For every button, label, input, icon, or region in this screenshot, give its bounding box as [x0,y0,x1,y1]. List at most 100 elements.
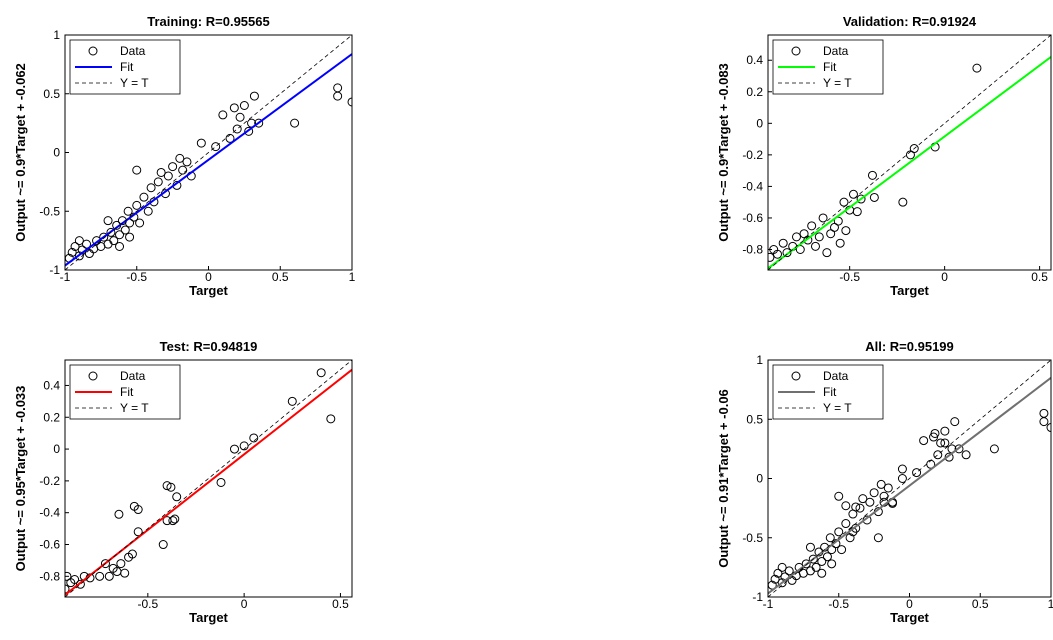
x-tick-label: 0 [941,270,948,284]
data-point [814,232,824,242]
legend-marker [791,371,801,381]
data-point [239,101,249,110]
legend-label: Data [120,44,146,58]
data-point [115,242,125,251]
data-point [127,549,137,559]
data-point [897,474,907,483]
x-tick-label: -0.5 [126,270,147,284]
data-point [254,118,264,128]
y-tick-label: 0.4 [746,53,763,67]
y-axis-label: Output ~= 0.91*Target + -0.06 [716,389,731,568]
data-point [873,533,883,543]
data-point [811,562,821,572]
data-point [239,441,249,451]
data-point [143,206,153,216]
data-point [114,509,124,519]
data-point [972,63,982,73]
y-tick-label: -0.2 [742,148,763,162]
data-point [770,574,780,584]
y-axis-label: Output ~= 0.9*Target + -0.083 [716,63,731,242]
subplot: -1 -0.5 0 0.5 1 -1 -0.5 0 0.5 1 Training: R=0.9556… [13,14,356,298]
x-tick-label: -0.5 [828,597,849,611]
data-point [133,527,143,537]
fit-line [768,376,1051,595]
x-tick-label: 0 [241,597,248,611]
data-point [768,252,775,262]
data-point [120,225,130,235]
data-point [172,492,182,502]
plot-area [768,35,1051,270]
data-point [249,433,259,443]
data-point [163,171,173,181]
legend: Data Fit Y = T [772,39,884,95]
identity-line [65,35,352,270]
y-tick-label: -1 [49,263,60,277]
data-point [92,236,102,246]
x-axis-label: Target [189,283,228,298]
data-point [936,438,946,448]
legend-marker [791,46,801,56]
data-point [801,559,811,569]
data-point [837,545,847,555]
y-tick-label: -1 [752,590,763,604]
identity-line [768,360,1051,597]
data-point [1046,423,1051,433]
data-point [211,142,221,152]
data-point [803,235,813,245]
data-point [196,138,206,148]
axes-box [767,34,1052,271]
y-tick-label: -0.8 [39,569,60,583]
data-point [235,112,245,122]
data-point [897,464,907,474]
data-point [852,207,862,217]
data-point [919,436,929,446]
data-point [290,118,300,128]
y-axis-label: Output ~= 0.95*Target + -0.033 [13,386,28,572]
data-point [805,542,815,552]
y-tick-label: 0 [53,442,60,456]
data-point [123,206,133,216]
data-point [865,497,875,507]
data-point [287,396,297,406]
chart-title: Training: R=0.95565 [147,14,269,29]
y-tick-label: 1 [53,28,60,42]
data-point [817,556,827,566]
data-point [784,566,794,576]
data-point [883,483,893,493]
y-tick-label: -0.8 [742,242,763,256]
legend-marker [88,371,98,381]
x-axis-label: Target [189,610,228,625]
data-point [940,426,950,436]
data-point [333,91,343,101]
data-point [808,554,818,564]
data-point [156,167,166,177]
data-point [778,238,788,248]
data-point [782,248,792,258]
y-tick-label: -0.4 [39,506,60,520]
data-point [132,200,142,210]
x-tick-label: -1 [60,270,71,284]
fit-line [65,368,352,596]
x-tick-label: 0 [906,597,913,611]
y-tick-label: 0.2 [746,85,763,99]
data-point [326,414,336,424]
fit-line [65,53,352,267]
data-point [232,124,242,134]
subplot: -0.5 0 0.5 -0.8 -0.6 -0.4 -0.2 0 0.2 0.4 Test: R=0… [13,339,353,625]
data-point [851,502,861,512]
data-point [912,468,922,478]
legend-label: Y = T [120,401,149,415]
x-tick-label: 0.5 [972,597,989,611]
data-point [168,516,178,526]
data-point [65,571,72,581]
data-point [961,450,971,460]
data-point [75,579,85,589]
chart-title: All: R=0.95199 [865,339,954,354]
data-point [989,444,999,454]
data-point [845,533,855,543]
data-point [827,559,837,569]
y-tick-label: 0.2 [43,410,60,424]
data-point [867,170,877,180]
identity-line [65,360,352,597]
x-tick-label: 0 [205,270,212,284]
